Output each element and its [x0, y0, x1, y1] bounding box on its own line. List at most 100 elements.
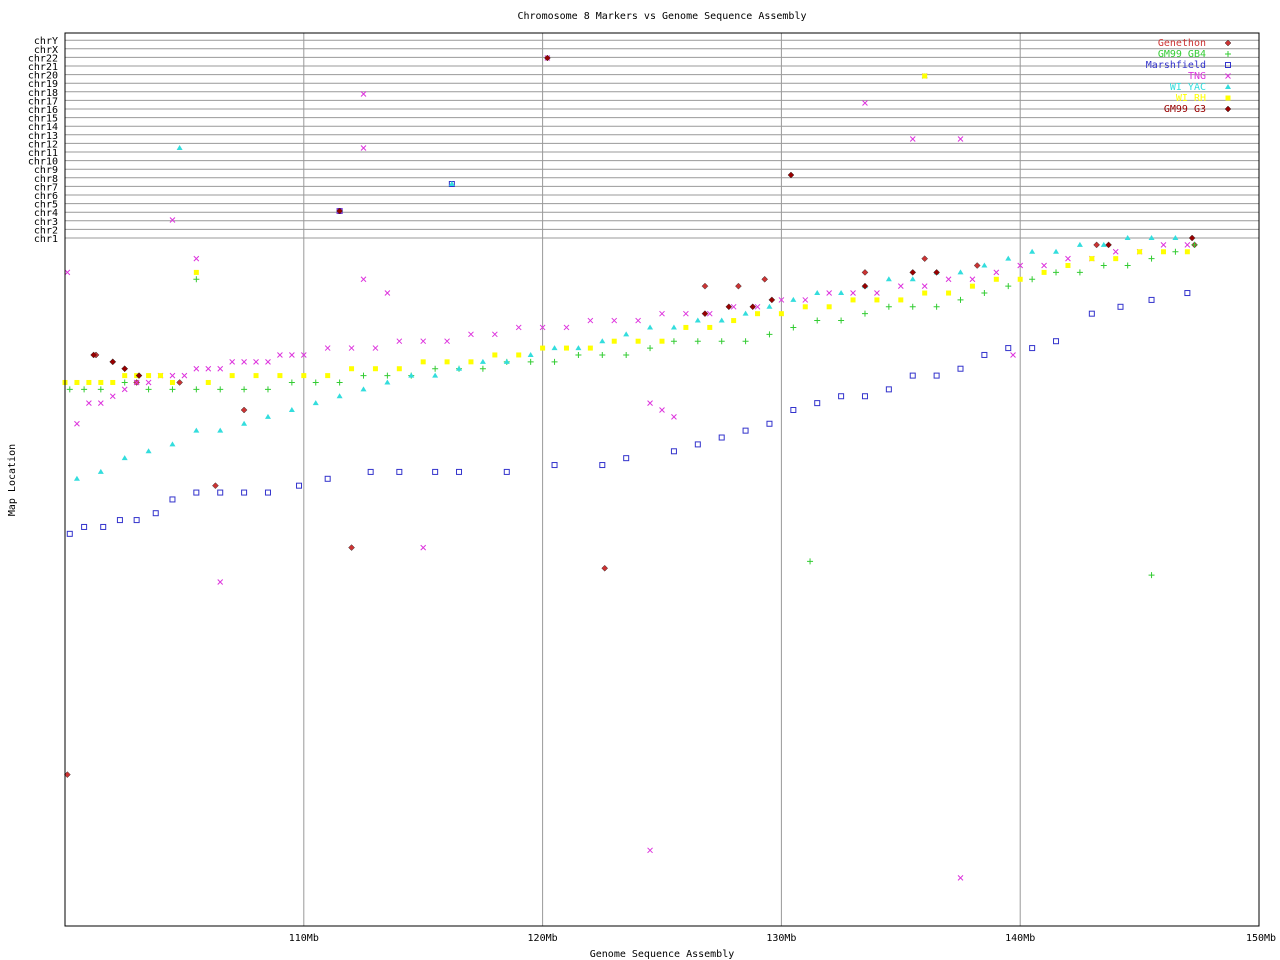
data-point — [694, 441, 701, 448]
data-point — [933, 269, 940, 276]
data-point — [360, 91, 367, 97]
data-point — [212, 482, 219, 490]
data-point — [229, 373, 235, 379]
data-point — [456, 468, 463, 475]
data-point — [1124, 235, 1131, 240]
data-point — [336, 207, 343, 215]
data-point — [1076, 269, 1083, 276]
data-point — [349, 366, 355, 372]
data-point — [790, 407, 797, 413]
data-point — [66, 386, 73, 393]
data-point — [611, 338, 617, 344]
data-point — [701, 282, 709, 290]
data-point — [874, 297, 880, 303]
data-point — [277, 373, 283, 379]
data-point — [86, 400, 92, 406]
data-point — [372, 366, 378, 372]
data-point — [169, 379, 175, 385]
data-point — [1088, 310, 1095, 317]
data-point — [176, 145, 183, 150]
data-point — [169, 372, 176, 379]
data-point — [898, 297, 904, 303]
data-point — [1191, 241, 1198, 248]
data-point — [1010, 352, 1016, 358]
legend-label: GM99 GB4 — [1158, 49, 1206, 60]
data-point — [146, 373, 152, 379]
data-point — [957, 365, 964, 372]
data-point — [300, 352, 307, 358]
data-point — [169, 386, 176, 393]
data-point — [874, 290, 880, 296]
data-point — [479, 365, 486, 372]
data-point — [1225, 95, 1231, 101]
data-point — [787, 171, 795, 179]
series-wi-yac — [73, 73, 1179, 481]
data-point — [754, 303, 761, 310]
data-point — [288, 379, 295, 386]
data-point — [790, 324, 797, 331]
data-point — [946, 290, 952, 296]
data-point — [432, 468, 439, 475]
data-point — [288, 407, 295, 412]
data-point — [957, 269, 964, 275]
data-point — [707, 324, 713, 330]
data-point — [683, 310, 689, 317]
data-point — [241, 420, 248, 426]
data-point — [826, 304, 832, 310]
data-point — [133, 379, 140, 386]
data-point — [1172, 235, 1179, 240]
data-point — [1225, 62, 1231, 68]
data-point — [814, 290, 821, 296]
x-tick-label: 120Mb — [528, 933, 558, 944]
data-point — [503, 358, 510, 364]
chromosome-row-label: chr19 — [28, 79, 58, 90]
chromosome-row-label: chr18 — [28, 88, 58, 99]
data-point — [98, 379, 104, 385]
chromosome-row-label: chr15 — [28, 114, 58, 125]
data-point — [408, 372, 415, 378]
data-point — [527, 358, 534, 365]
data-point — [336, 393, 343, 399]
data-point — [735, 282, 742, 290]
series-tng — [64, 55, 1191, 881]
data-point — [312, 400, 319, 406]
x-tick-label: 130Mb — [766, 933, 796, 944]
chromosome-row-label: chr10 — [28, 157, 58, 168]
data-point — [384, 379, 391, 385]
data-point — [802, 297, 809, 303]
data-point — [145, 448, 152, 454]
data-point — [742, 427, 749, 434]
data-point — [516, 352, 522, 358]
data-point — [277, 352, 283, 358]
data-point — [360, 372, 367, 379]
data-point — [861, 310, 868, 317]
data-point — [623, 331, 630, 337]
data-point — [205, 365, 212, 372]
data-point — [1148, 296, 1155, 303]
data-point — [670, 338, 677, 345]
data-point — [456, 365, 463, 371]
data-point — [993, 276, 999, 282]
data-point — [420, 544, 427, 551]
data-point — [647, 345, 654, 352]
data-point — [885, 386, 892, 393]
data-point — [241, 358, 247, 365]
data-point — [384, 372, 391, 379]
data-point — [312, 379, 319, 386]
data-point — [1148, 572, 1155, 579]
data-point — [264, 413, 271, 419]
chromosome-row-label: chr9 — [34, 165, 58, 176]
data-point — [491, 331, 498, 338]
data-point — [1005, 345, 1012, 352]
data-point — [981, 351, 988, 358]
data-point — [694, 338, 701, 345]
data-point — [563, 324, 570, 331]
chromosome-row-label: chr13 — [28, 131, 58, 142]
data-point — [217, 386, 224, 393]
chromosome-row-label: chr20 — [28, 71, 58, 82]
chromosome-row-label: chr1 — [34, 234, 58, 245]
chromosome-row-label: chr17 — [28, 96, 58, 107]
data-point — [1017, 262, 1024, 269]
data-point — [360, 145, 367, 151]
